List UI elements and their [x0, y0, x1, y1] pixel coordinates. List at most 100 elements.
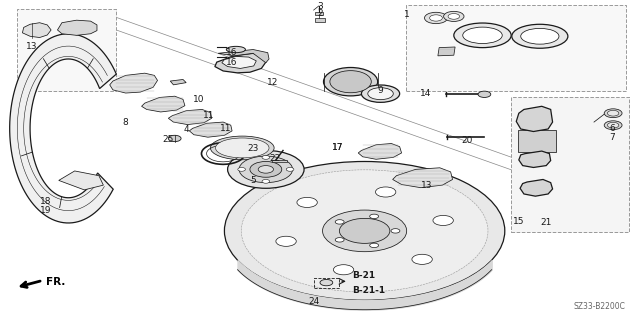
- Circle shape: [250, 161, 282, 177]
- Text: 12: 12: [266, 78, 278, 87]
- Polygon shape: [218, 49, 269, 63]
- Text: 13: 13: [421, 181, 433, 189]
- Ellipse shape: [216, 138, 269, 158]
- Polygon shape: [189, 122, 232, 137]
- Text: 10: 10: [193, 95, 205, 105]
- Text: 16: 16: [227, 58, 238, 67]
- Circle shape: [258, 166, 273, 173]
- Polygon shape: [393, 168, 452, 188]
- Text: 20: 20: [461, 137, 472, 145]
- Ellipse shape: [604, 121, 622, 130]
- Text: 19: 19: [40, 206, 52, 215]
- Text: 11: 11: [203, 111, 214, 120]
- Ellipse shape: [323, 68, 378, 96]
- Text: 13: 13: [26, 42, 37, 51]
- Polygon shape: [10, 34, 116, 223]
- Circle shape: [333, 265, 354, 275]
- Text: B-21: B-21: [352, 271, 375, 280]
- Polygon shape: [170, 79, 186, 85]
- Ellipse shape: [607, 122, 619, 128]
- Polygon shape: [516, 106, 552, 131]
- Circle shape: [376, 187, 396, 197]
- Circle shape: [241, 170, 488, 292]
- Polygon shape: [272, 160, 287, 162]
- Bar: [314, 278, 339, 288]
- Bar: [406, 5, 626, 91]
- Circle shape: [262, 180, 269, 183]
- Text: 7: 7: [609, 133, 615, 142]
- Ellipse shape: [227, 46, 246, 53]
- Circle shape: [335, 238, 344, 242]
- Ellipse shape: [227, 56, 246, 63]
- Text: 3: 3: [317, 3, 323, 11]
- Ellipse shape: [604, 109, 622, 118]
- Polygon shape: [520, 180, 552, 196]
- Polygon shape: [518, 130, 556, 152]
- Circle shape: [297, 197, 317, 207]
- Text: 2: 2: [317, 9, 323, 18]
- Circle shape: [424, 12, 447, 24]
- Text: SZ33-B2200C: SZ33-B2200C: [574, 302, 626, 311]
- Polygon shape: [215, 53, 266, 73]
- Text: 16: 16: [227, 48, 238, 57]
- Polygon shape: [141, 96, 185, 112]
- Text: 15: 15: [513, 217, 525, 226]
- Polygon shape: [168, 109, 212, 125]
- Circle shape: [433, 215, 453, 226]
- Circle shape: [323, 210, 406, 252]
- Text: 18: 18: [40, 197, 52, 206]
- Ellipse shape: [362, 85, 399, 102]
- Text: 11: 11: [220, 124, 232, 133]
- Text: 9: 9: [378, 86, 383, 95]
- Circle shape: [168, 135, 181, 142]
- Ellipse shape: [454, 23, 511, 48]
- Polygon shape: [109, 73, 157, 93]
- Text: 14: 14: [420, 89, 431, 98]
- Circle shape: [370, 214, 379, 219]
- Circle shape: [335, 220, 344, 224]
- Ellipse shape: [330, 70, 371, 93]
- Polygon shape: [519, 151, 550, 167]
- Circle shape: [239, 156, 292, 182]
- Text: 5: 5: [250, 176, 256, 185]
- Polygon shape: [358, 144, 401, 159]
- Circle shape: [262, 155, 269, 159]
- Circle shape: [286, 167, 294, 171]
- Circle shape: [391, 229, 400, 233]
- Text: 23: 23: [248, 145, 259, 153]
- Ellipse shape: [211, 136, 274, 160]
- Polygon shape: [315, 12, 323, 15]
- Polygon shape: [315, 18, 325, 22]
- Polygon shape: [222, 56, 256, 69]
- Circle shape: [370, 243, 379, 248]
- Circle shape: [276, 236, 296, 246]
- Circle shape: [320, 279, 333, 286]
- Ellipse shape: [607, 110, 619, 116]
- Circle shape: [225, 161, 505, 300]
- Text: 21: 21: [541, 219, 552, 227]
- Circle shape: [444, 11, 464, 21]
- Text: B-21-1: B-21-1: [352, 286, 385, 295]
- Circle shape: [429, 15, 442, 21]
- Text: FR.: FR.: [46, 277, 65, 287]
- Ellipse shape: [368, 88, 394, 100]
- Polygon shape: [22, 23, 51, 38]
- Circle shape: [238, 167, 246, 171]
- Text: 17: 17: [332, 143, 344, 152]
- Ellipse shape: [512, 24, 568, 48]
- Text: 17: 17: [332, 143, 344, 152]
- Circle shape: [448, 14, 460, 19]
- Ellipse shape: [463, 27, 502, 43]
- Text: 24: 24: [308, 297, 319, 306]
- Ellipse shape: [521, 28, 559, 44]
- Text: 6: 6: [609, 124, 615, 133]
- Circle shape: [228, 151, 304, 188]
- Circle shape: [478, 91, 491, 98]
- Polygon shape: [58, 20, 97, 35]
- Circle shape: [412, 254, 432, 264]
- Bar: [17, 9, 116, 91]
- Circle shape: [339, 219, 390, 243]
- Text: 22: 22: [270, 154, 281, 163]
- Polygon shape: [59, 171, 103, 190]
- Text: 1: 1: [404, 10, 410, 19]
